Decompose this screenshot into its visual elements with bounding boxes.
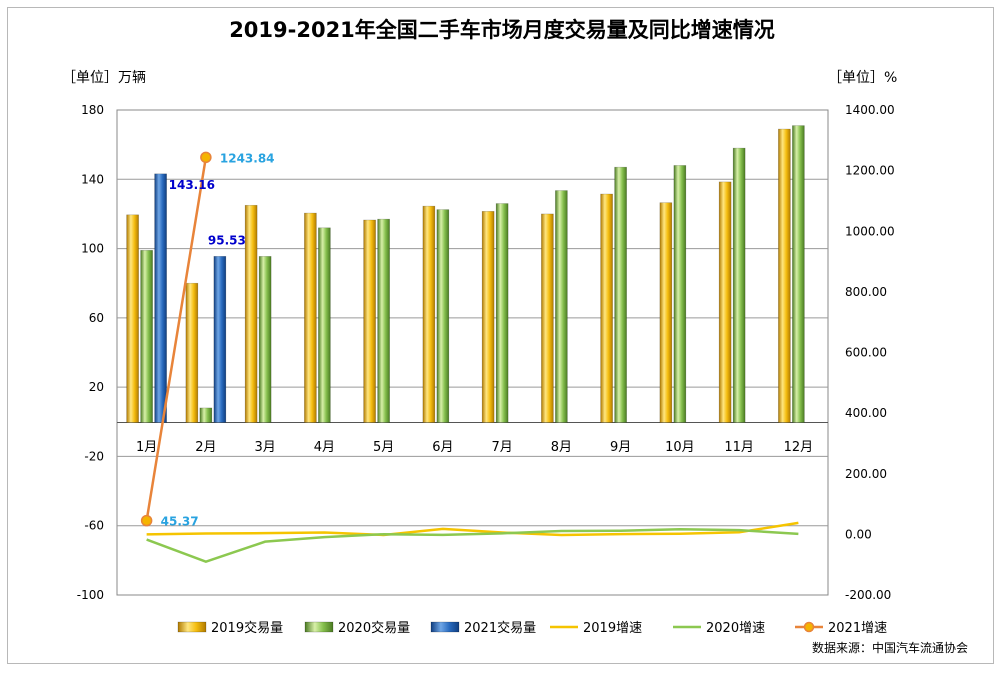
bar-2020交易量 (377, 218, 390, 423)
source-note: 数据来源：中国汽车流通协会 (812, 640, 968, 655)
bar-2020交易量 (199, 407, 213, 423)
y-left-tick-label: 20 (89, 380, 104, 394)
y-left-tick-label: -20 (84, 449, 104, 463)
bar-2019交易量 (244, 204, 258, 423)
bar-2020交易量 (555, 190, 568, 423)
bar-2019交易量 (185, 282, 199, 423)
x-tick-label: 2月 (195, 440, 216, 455)
bar-2021交易量 (213, 256, 227, 423)
bar-2020交易量 (792, 125, 805, 423)
bar-2019交易量 (481, 211, 495, 423)
bar-2019交易量 (659, 202, 673, 423)
y-left-tick-label: 60 (89, 311, 104, 325)
data-label: 95.53 (208, 233, 246, 247)
x-tick-label: 8月 (551, 440, 572, 455)
bar-2019交易量 (126, 214, 139, 423)
marker-2021增速 (200, 151, 212, 164)
plot-area (116, 109, 829, 596)
marker-2021增速 (140, 514, 153, 527)
legend-label: 2020增速 (706, 621, 765, 636)
data-label: 45.37 (161, 515, 199, 529)
bar-2019交易量 (778, 128, 791, 423)
legend-swatch (304, 621, 334, 633)
line-2019增速 (146, 521, 799, 537)
y-right-tick-label: 600.00 (845, 346, 887, 360)
legend-marker (803, 621, 815, 633)
y-right-tick-label: -200.00 (845, 588, 891, 602)
bar-2020交易量 (732, 147, 746, 423)
y-right-tick-label: 800.00 (845, 285, 887, 299)
data-label: 1243.84 (220, 151, 275, 165)
line-2021增速 (145, 157, 208, 521)
bar-2021交易量 (154, 173, 167, 423)
bar-2020交易量 (258, 256, 272, 423)
x-tick-label: 10月 (665, 440, 695, 455)
y-left-tick-label: 180 (81, 103, 104, 117)
y-left-tick-label: 100 (81, 242, 104, 256)
bar-2019交易量 (718, 181, 732, 423)
bar-2019交易量 (600, 193, 613, 423)
x-tick-label: 12月 (784, 440, 814, 455)
x-tick-label: 5月 (373, 440, 394, 455)
legend-label: 2019交易量 (211, 620, 283, 636)
x-tick-label: 7月 (491, 440, 512, 455)
bar-2020交易量 (318, 227, 331, 423)
y-right-tick-label: 1000.00 (845, 224, 895, 238)
x-tick-label: 3月 (254, 440, 275, 455)
bar-2020交易量 (495, 203, 509, 423)
bar-2019交易量 (363, 219, 376, 423)
legend-label: 2021交易量 (464, 620, 536, 636)
bar-2019交易量 (541, 213, 554, 423)
y-right-tick-label: 400.00 (845, 406, 887, 420)
bar-2020交易量 (673, 165, 687, 423)
legend-label: 2021增速 (828, 621, 887, 636)
y-right-tick-label: 1200.00 (845, 164, 895, 178)
legend-label: 2020交易量 (338, 620, 410, 636)
bar-2020交易量 (436, 209, 450, 423)
x-tick-label: 1月 (136, 440, 157, 455)
legend-swatch (430, 621, 460, 633)
chart-title: 2019-2021年全国二手车市场月度交易量及同比增速情况 (229, 18, 775, 42)
y-right-tick-label: 200.00 (845, 467, 887, 481)
y-left-tick-label: -60 (84, 519, 104, 533)
x-tick-label: 6月 (432, 440, 453, 455)
y-right-tick-label: 1400.00 (845, 103, 895, 117)
y-right-tick-label: 0.00 (845, 527, 872, 541)
y-left-tick-label: 140 (81, 172, 104, 186)
bar-2019交易量 (304, 212, 317, 423)
legend-label: 2019增速 (583, 621, 642, 636)
bar-2020交易量 (614, 166, 627, 423)
chart-frame (7, 7, 994, 664)
x-tick-label: 11月 (724, 440, 754, 455)
bar-2020交易量 (140, 250, 153, 423)
bar-2019交易量 (422, 205, 436, 423)
x-tick-label: 9月 (610, 440, 631, 455)
y-left-tick-label: -100 (77, 588, 104, 602)
y-right-axis-label: ［单位］% (828, 70, 897, 86)
x-tick-label: 4月 (314, 440, 335, 455)
line-2020增速 (146, 527, 799, 563)
data-label: 143.16 (169, 178, 215, 192)
y-left-axis-label: ［单位］万辆 (62, 70, 146, 86)
legend-swatch (177, 621, 207, 633)
